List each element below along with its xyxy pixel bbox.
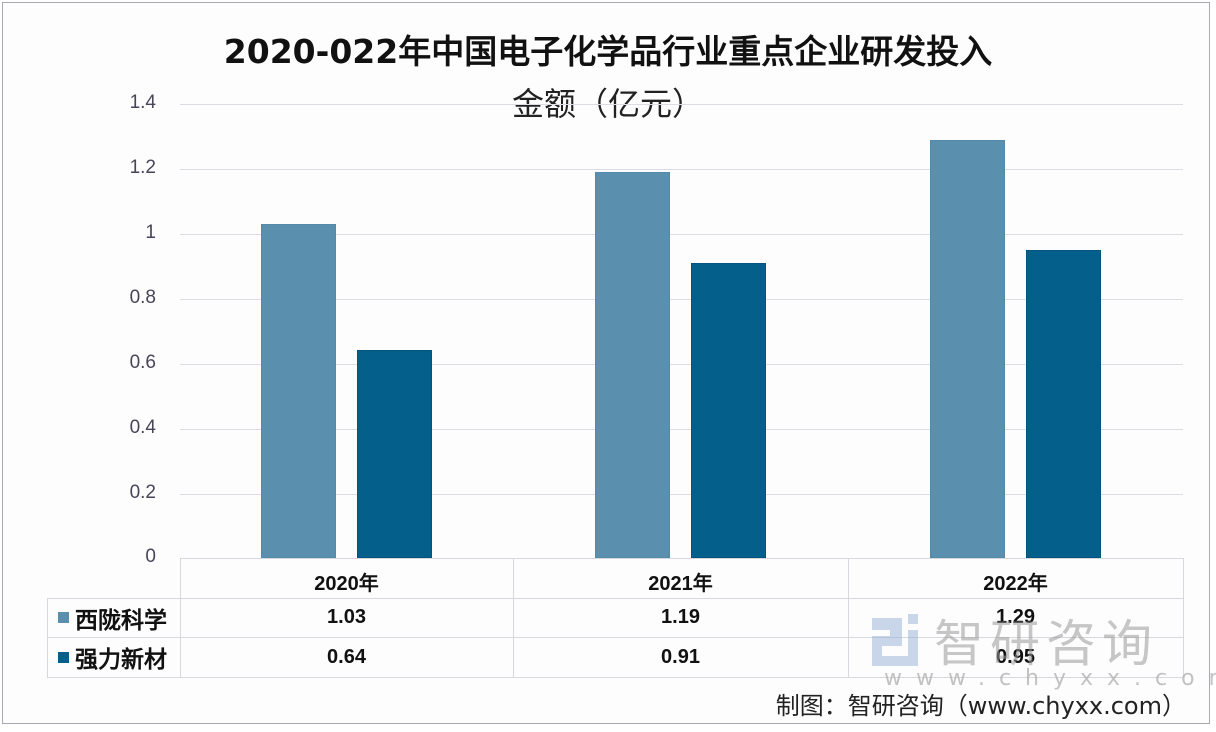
y-tick-label: 1 — [145, 222, 156, 243]
legend-item-xilong: 西陇科学 — [48, 598, 178, 637]
gridline-0.8 — [180, 299, 1183, 300]
legend-label: 强力新材 — [75, 647, 167, 673]
y-tick-label: 1.2 — [129, 157, 156, 178]
legend-swatch-icon — [58, 651, 69, 663]
table-border — [180, 558, 181, 677]
watermark-url: www.chyxx.com — [884, 666, 1216, 691]
gridline-1 — [180, 234, 1183, 235]
table-border — [848, 558, 849, 677]
bar-西陇科学-2022年 — [930, 140, 1005, 558]
table-cell: 1.03 — [327, 606, 366, 628]
table-border — [47, 677, 1183, 678]
table-header-2021: 2021年 — [648, 573, 713, 595]
gridline-1.4 — [180, 104, 1183, 105]
y-tick-label: 0.6 — [129, 352, 156, 373]
chart-title-line-1: 2020-022年中国电子化学品行业重点企业研发投入 — [223, 32, 993, 71]
table-cell: 0.95 — [996, 646, 1035, 668]
table-cell: 0.64 — [327, 646, 366, 668]
table-cell: 0.91 — [661, 646, 700, 668]
y-tick-label: 1.4 — [129, 92, 156, 113]
table-border — [47, 598, 48, 677]
gridline-0.6 — [180, 364, 1183, 365]
bar-西陇科学-2020年 — [261, 224, 336, 558]
chart-title: 2020-022年中国电子化学品行业重点企业研发投入 金额（亿元） — [0, 26, 1216, 130]
y-tick-label: 0.4 — [129, 417, 156, 438]
table-border — [513, 558, 514, 677]
gridline-0.4 — [180, 429, 1183, 430]
table-header-2020: 2020年 — [314, 573, 379, 595]
table-cell: 1.19 — [661, 606, 700, 628]
bar-强力新材-2022年 — [1026, 250, 1101, 558]
legend-label: 西陇科学 — [75, 607, 167, 634]
table-header-2022: 2022年 — [983, 573, 1048, 595]
table-border — [180, 558, 1183, 559]
y-tick-label: 0 — [145, 546, 156, 567]
table-border — [47, 598, 1183, 599]
y-tick-label: 0.2 — [129, 482, 156, 503]
legend-swatch-icon — [58, 612, 69, 623]
y-tick-label: 0.8 — [129, 287, 156, 308]
bar-强力新材-2021年 — [691, 263, 766, 558]
gridline-1.2 — [180, 169, 1183, 170]
gridline-0.2 — [180, 494, 1183, 495]
table-border — [47, 637, 1183, 638]
table-cell: 1.29 — [996, 606, 1035, 628]
bar-西陇科学-2021年 — [595, 172, 670, 558]
table-border — [1183, 558, 1184, 677]
bar-强力新材-2020年 — [357, 350, 432, 558]
chart-source: 制图：智研咨询（www.chyxx.com） — [775, 692, 1186, 720]
legend-item-qiangli: 强力新材 — [48, 637, 178, 677]
